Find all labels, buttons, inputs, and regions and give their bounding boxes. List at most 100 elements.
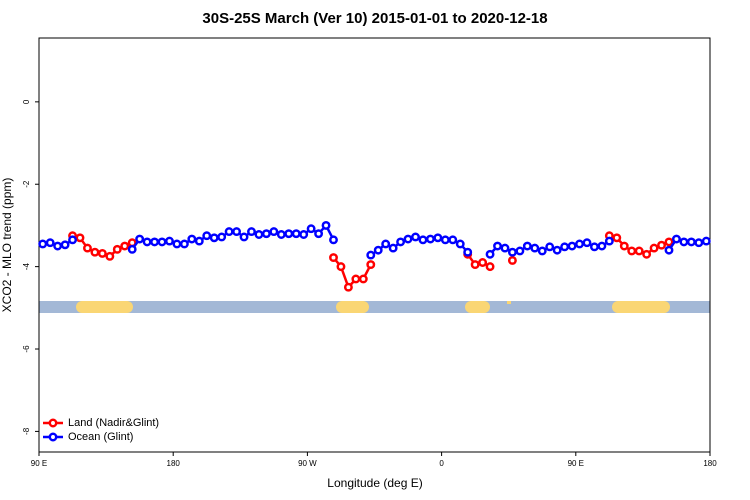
data-point: [634, 246, 644, 256]
data-point: [127, 244, 137, 254]
data-point: [269, 227, 279, 237]
data-point: [679, 237, 689, 247]
land-band: [76, 301, 133, 313]
data-point: [604, 236, 614, 246]
data-point: [68, 235, 78, 245]
x-tick-label: 180: [703, 459, 717, 468]
data-point: [589, 242, 599, 252]
data-point: [247, 227, 256, 237]
data-point: [403, 234, 413, 244]
data-point: [657, 240, 666, 250]
data-point: [530, 243, 540, 253]
data-point: [254, 230, 264, 239]
data-point: [202, 231, 212, 241]
data-point: [157, 237, 167, 247]
data-point: [232, 227, 242, 237]
data-point: [239, 232, 249, 242]
data-point: [463, 247, 473, 257]
data-point: [329, 253, 338, 263]
data-point: [97, 248, 107, 258]
legend-label: Land (Nadir&Glint): [68, 417, 159, 429]
data-point: [224, 227, 234, 237]
data-point: [619, 241, 629, 251]
data-point: [627, 246, 637, 256]
x-tick-label: 90 E: [568, 459, 584, 468]
land-band: [336, 301, 369, 313]
legend-marker: [48, 432, 58, 442]
data-point: [291, 229, 301, 239]
data-point: [276, 230, 286, 239]
data-point: [112, 244, 122, 254]
data-point: [314, 229, 324, 239]
y-tick-label: -4: [22, 263, 31, 271]
data-point: [582, 238, 592, 248]
data-point: [493, 241, 502, 251]
data-point: [537, 246, 547, 256]
data-point: [560, 242, 570, 252]
data-point: [45, 238, 55, 248]
data-point: [358, 274, 368, 284]
data-point: [179, 239, 189, 249]
data-point: [522, 241, 532, 251]
data-point: [38, 239, 48, 249]
data-point: [545, 242, 555, 252]
x-tick-label: 90 E: [31, 459, 47, 468]
data-point: [135, 234, 145, 244]
data-point: [142, 237, 152, 247]
data-point: [478, 258, 488, 267]
land-band: [612, 301, 670, 313]
data-point: [75, 233, 85, 243]
data-point: [642, 249, 652, 259]
data-point: [448, 235, 458, 245]
chart-title: 30S-25S March (Ver 10) 2015-01-01 to 202…: [202, 10, 547, 27]
y-tick-label: -8: [22, 427, 31, 435]
data-point: [672, 234, 681, 244]
data-point: [217, 232, 227, 242]
data-point: [612, 233, 622, 243]
data-point: [686, 237, 696, 247]
y-tick-label: -2: [22, 180, 31, 188]
data-point: [507, 247, 517, 257]
data-point: [381, 239, 391, 249]
sea-band: [39, 301, 710, 313]
data-point: [396, 237, 406, 247]
data-point: [336, 262, 346, 272]
data-point: [411, 232, 420, 242]
y-tick-label: -6: [22, 345, 31, 353]
data-point: [165, 236, 174, 246]
x-tick-label: 90 W: [298, 459, 317, 468]
data-point: [425, 234, 435, 244]
data-point: [515, 246, 525, 256]
data-point: [321, 220, 331, 230]
data-point: [105, 251, 115, 261]
data-point: [150, 237, 160, 247]
data-point: [366, 260, 376, 270]
data-point: [120, 241, 130, 251]
data-point: [485, 262, 495, 272]
data-point: [507, 255, 517, 265]
data-point: [664, 237, 674, 247]
data-point: [83, 243, 92, 253]
data-point: [597, 241, 607, 251]
data-point: [440, 235, 450, 245]
data-point: [567, 241, 577, 251]
x-tick-label: 0: [439, 459, 444, 468]
data-point: [470, 260, 480, 270]
data-point: [284, 229, 294, 239]
data-point: [373, 245, 383, 255]
data-point: [299, 230, 309, 239]
data-point: [552, 245, 562, 255]
data-point: [172, 239, 182, 249]
data-point: [261, 229, 271, 239]
data-point: [500, 243, 510, 253]
data-point: [485, 249, 495, 259]
data-point: [388, 243, 398, 253]
data-point: [187, 234, 197, 244]
land-band: [507, 301, 511, 304]
x-tick-label: 180: [167, 459, 181, 468]
data-point: [343, 282, 353, 292]
legend-label: Ocean (Glint): [68, 431, 133, 443]
x-axis-label: Longitude (deg E): [327, 476, 422, 490]
data-point: [649, 243, 659, 253]
data-point: [664, 245, 674, 255]
